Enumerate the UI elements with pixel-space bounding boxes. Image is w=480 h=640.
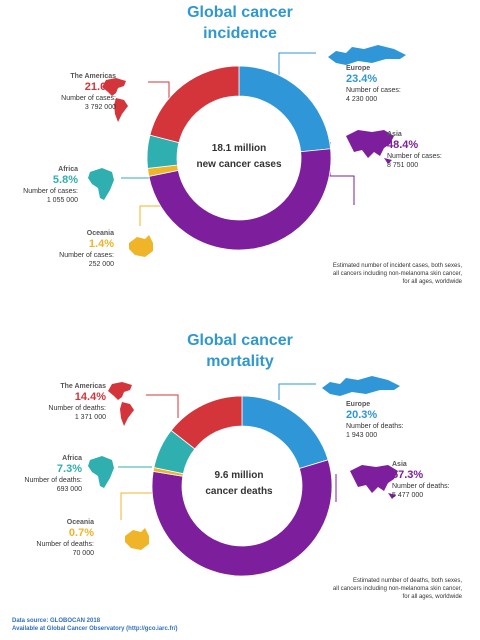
- legend-europe: Europe 20.3% Number of deaths: 1 943 000: [346, 400, 446, 440]
- leader-line-europe: [278, 52, 316, 78]
- europe-map-icon: [328, 45, 406, 65]
- region-name: Oceania: [86, 230, 114, 237]
- oceania-map-icon: [129, 235, 153, 257]
- chart-title: Global cancer incidence: [0, 2, 480, 44]
- region-name: Europe: [346, 65, 371, 72]
- region-percent: 57.3%: [392, 469, 424, 481]
- europe-map-icon: [322, 376, 400, 396]
- region-name: Africa: [58, 166, 78, 173]
- legend-the-americas: The Americas 21.0% Number of cases: 3 79…: [26, 72, 116, 112]
- measure-label: Number of deaths:: [48, 405, 106, 412]
- data-source: Data source: GLOBOCAN 2018 Available at …: [12, 617, 178, 633]
- title-line-1: Global cancer: [187, 4, 293, 21]
- center-line-1: 9.6 million: [214, 470, 264, 481]
- measure-label: Number of cases:: [346, 87, 401, 94]
- region-percent: 21.0%: [84, 81, 116, 93]
- legend-oceania: Oceania 1.4% Number of cases: 252 000: [34, 229, 114, 269]
- region-name: Asia: [392, 461, 407, 468]
- legend-asia: Asia 57.3% Number of deaths: 5 477 000: [392, 460, 472, 500]
- legend-africa: Africa 7.3% Number of deaths: 693 000: [6, 454, 82, 494]
- legend-asia: Asia 48.4% Number of cases: 8 751 000: [387, 130, 467, 170]
- region-percent: 23.4%: [346, 73, 378, 85]
- region-count: 4 230 000: [346, 96, 378, 103]
- region-count: 252 000: [88, 261, 114, 268]
- region-count: 1 943 000: [346, 432, 378, 439]
- measure-label: Number of cases:: [387, 153, 442, 160]
- mortality-panel: Global cancer mortality The Americas 14.…: [0, 326, 480, 612]
- region-name: Asia: [387, 131, 402, 138]
- region-percent: 48.4%: [387, 139, 419, 151]
- region-name: Europe: [346, 401, 371, 408]
- measure-label: Number of deaths:: [36, 541, 94, 548]
- measure-label: Number of deaths:: [392, 483, 450, 490]
- legend-africa: Africa 5.8% Number of cases: 1 055 000: [8, 165, 78, 205]
- center-line-2: new cancer cases: [196, 159, 282, 170]
- leader-line-europe: [278, 383, 316, 400]
- legend-oceania: Oceania 0.7% Number of deaths: 70 000: [14, 518, 94, 558]
- measure-label: Number of cases:: [23, 188, 78, 195]
- region-count: 70 000: [72, 550, 94, 557]
- region-count: 8 751 000: [387, 162, 419, 169]
- slice-the-americas: [149, 65, 240, 144]
- measure-label: Number of deaths:: [346, 423, 404, 430]
- region-count: 5 477 000: [392, 492, 424, 499]
- region-percent: 1.4%: [88, 238, 114, 250]
- region-percent: 7.3%: [56, 463, 82, 475]
- title-line-2: incidence: [203, 25, 277, 42]
- asia-map-icon: [346, 130, 394, 164]
- source-line-1: Data source: GLOBOCAN 2018: [12, 618, 101, 624]
- region-percent: 14.4%: [74, 391, 106, 403]
- footnote-line: Estimated number of incident cases, both…: [332, 263, 462, 269]
- americas-map-icon: [108, 382, 134, 426]
- measure-label: Number of deaths:: [24, 477, 82, 484]
- leader-line-the-americas: [146, 394, 179, 418]
- region-count: 693 000: [56, 486, 82, 493]
- source-link[interactable]: Available at Global Cancer Observatory (…: [12, 626, 178, 632]
- chart-title: Global cancer mortality: [0, 330, 480, 372]
- footnote-line: for all ages, worldwide: [402, 279, 462, 285]
- footnote-line: all cancers including non-melanoma skin …: [332, 271, 462, 277]
- americas-map-icon: [102, 78, 128, 122]
- region-name: Oceania: [66, 519, 94, 526]
- center-line-2: cancer deaths: [205, 486, 273, 497]
- title-line-1: Global cancer: [187, 332, 293, 349]
- slice-asia: [151, 459, 333, 577]
- oceania-map-icon: [125, 528, 149, 550]
- measure-label: Number of cases:: [61, 95, 116, 102]
- region-name: The Americas: [70, 73, 116, 80]
- region-count: 1 055 000: [46, 197, 78, 204]
- footnote-line: Estimated number of deaths, both sexes,: [352, 578, 462, 584]
- slice-the-americas: [170, 395, 243, 450]
- title-line-2: mortality: [206, 353, 274, 370]
- legend-the-americas: The Americas 14.4% Number of deaths: 1 3…: [16, 382, 106, 422]
- slice-europe: [238, 65, 331, 153]
- footnote: Estimated number of deaths, both sexes, …: [262, 577, 462, 601]
- region-percent: 20.3%: [346, 409, 378, 421]
- region-percent: 5.8%: [52, 174, 78, 186]
- region-count: 3 792 000: [84, 104, 116, 111]
- africa-map-icon: [88, 168, 114, 200]
- region-name: The Americas: [60, 383, 106, 390]
- center-label: 9.6 million cancer deaths: [184, 468, 294, 500]
- incidence-panel: Global cancer incidence The Americas 21.…: [0, 0, 480, 305]
- center-label: 18.1 million new cancer cases: [184, 141, 294, 173]
- legend-europe: Europe 23.4% Number of cases: 4 230 000: [346, 64, 446, 104]
- measure-label: Number of cases:: [59, 252, 114, 259]
- region-count: 1 371 000: [74, 414, 106, 421]
- leader-line-asia: [329, 142, 355, 205]
- center-line-1: 18.1 million: [211, 143, 267, 154]
- donut-chart: [88, 376, 400, 577]
- slice-asia: [148, 148, 332, 251]
- donut-chart: [88, 45, 406, 257]
- leader-line-oceania: [120, 492, 166, 520]
- footnote-line: all cancers including non-melanoma skin …: [332, 586, 462, 592]
- region-name: Africa: [62, 455, 82, 462]
- asia-map-icon: [350, 465, 398, 499]
- footnote: Estimated number of incident cases, both…: [262, 262, 462, 286]
- region-percent: 0.7%: [68, 527, 94, 539]
- slice-europe: [241, 395, 329, 470]
- footnote-line: for all ages, worldwide: [402, 594, 462, 600]
- africa-map-icon: [88, 456, 114, 488]
